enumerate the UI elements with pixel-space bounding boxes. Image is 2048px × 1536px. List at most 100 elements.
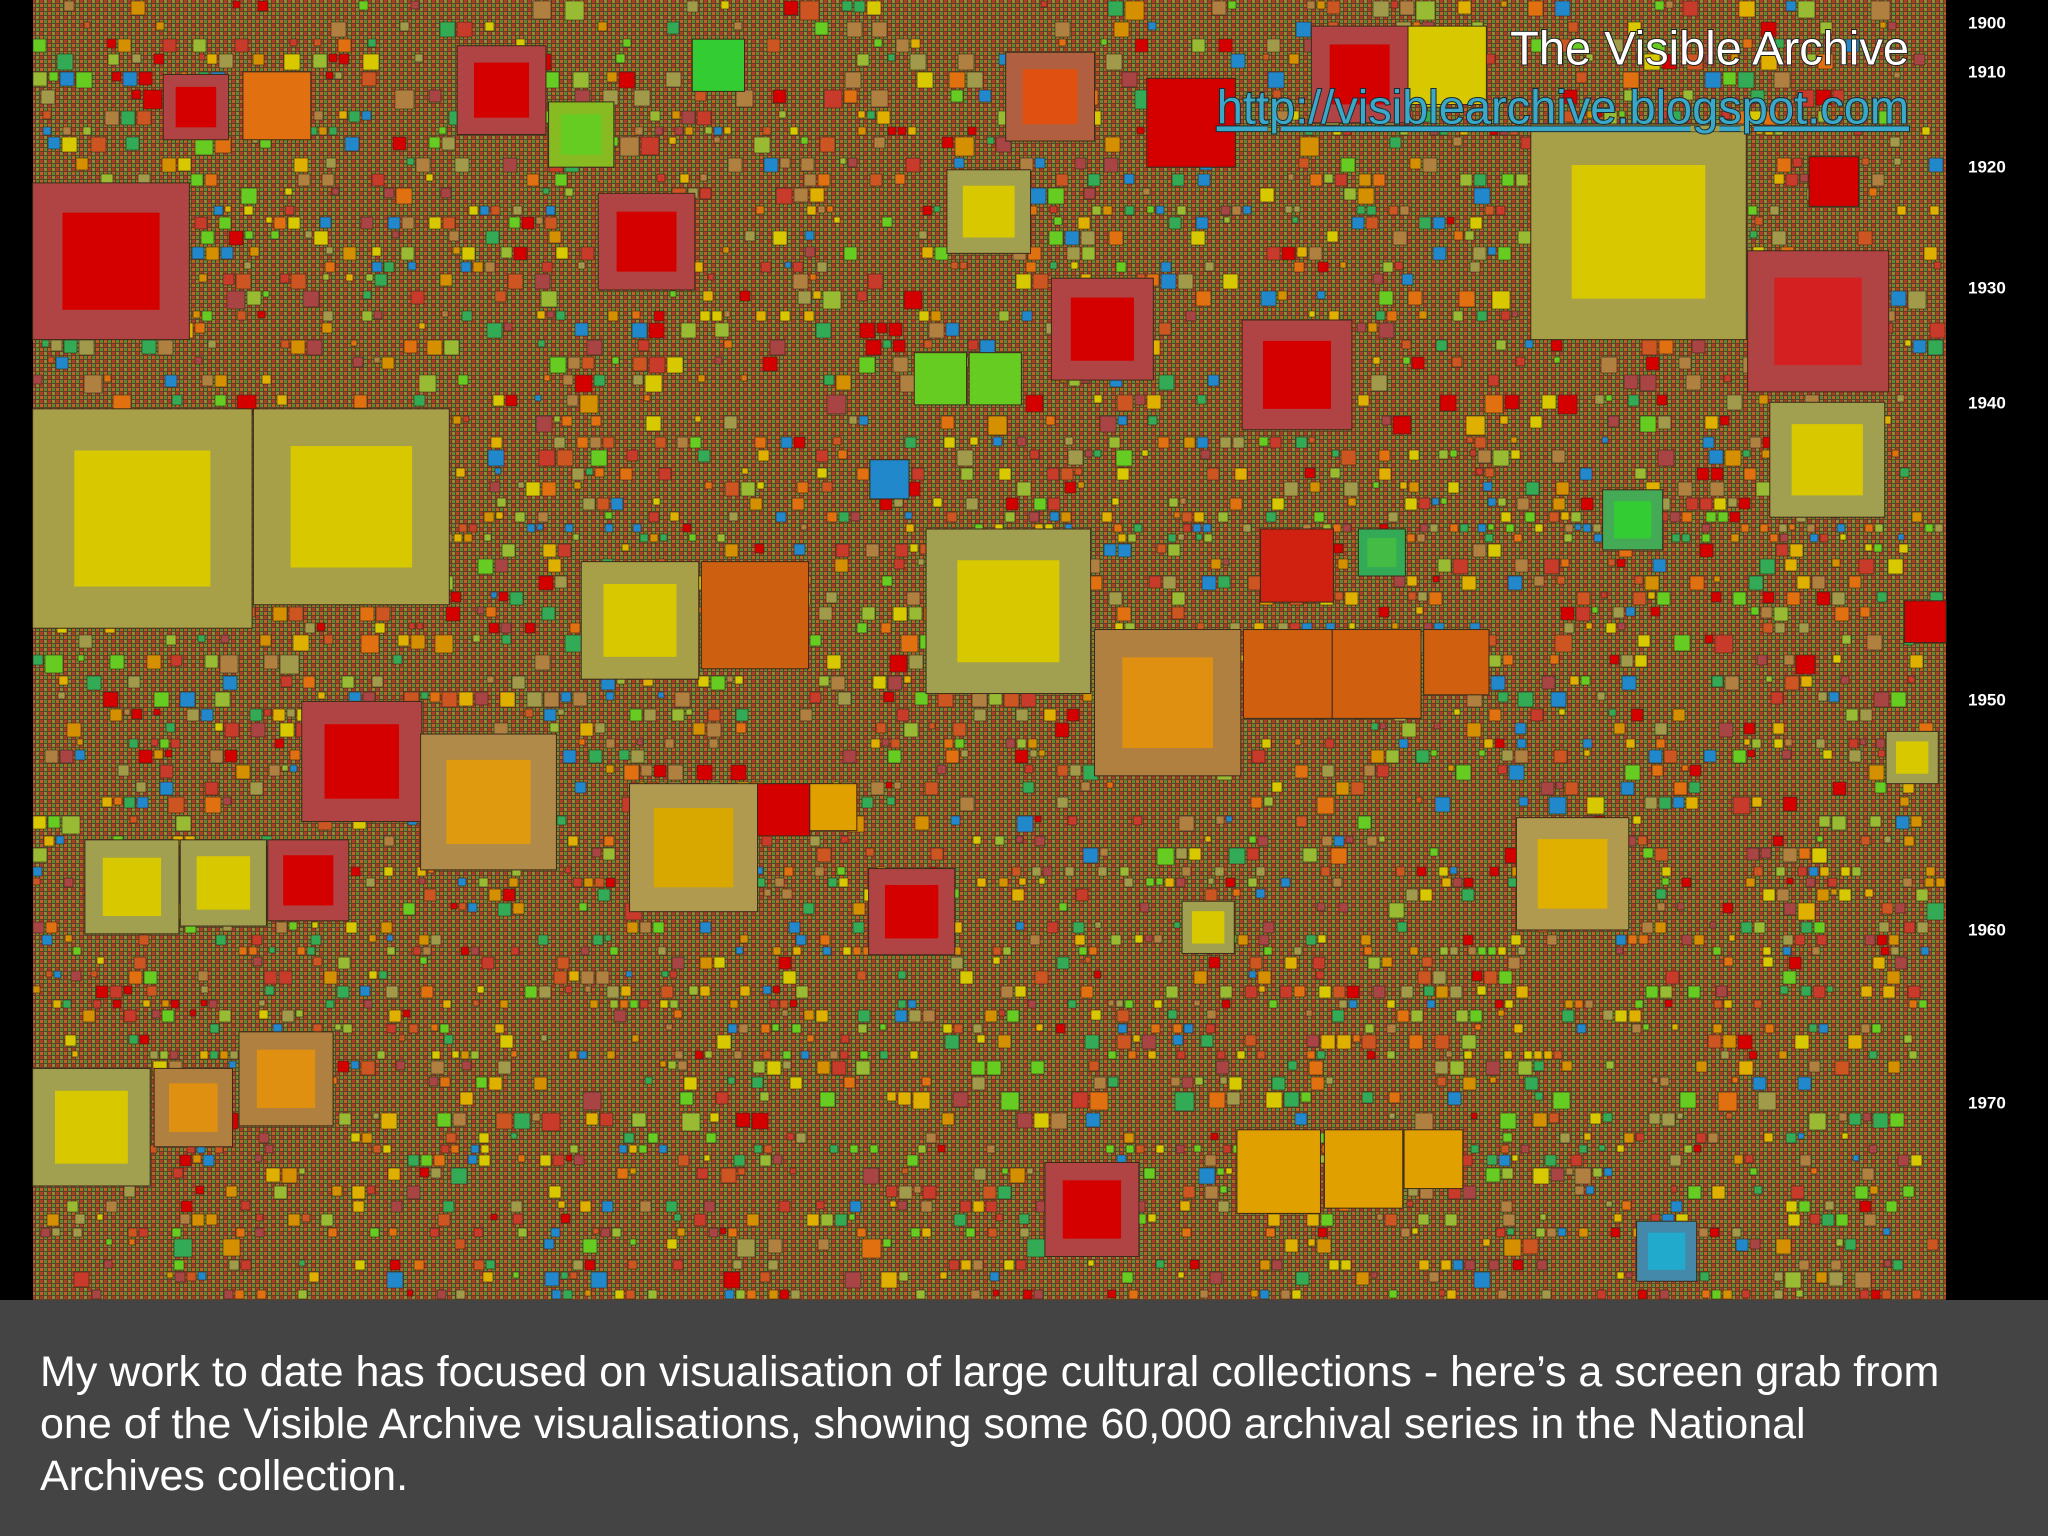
tile (677, 1154, 690, 1167)
tile (1663, 749, 1678, 764)
tile (1176, 205, 1187, 216)
tile (823, 89, 843, 109)
tile (861, 606, 876, 621)
tile (1870, 0, 1891, 21)
tile (1782, 970, 1797, 985)
tile (985, 1200, 998, 1213)
tile (458, 523, 468, 533)
tile (1093, 394, 1103, 404)
tile (564, 985, 573, 994)
tile (214, 374, 228, 388)
tile (1434, 1060, 1449, 1075)
tile (1387, 511, 1399, 523)
tile (914, 815, 930, 831)
tile (1160, 261, 1172, 273)
tile (1316, 0, 1326, 10)
tile (510, 946, 520, 956)
tile (998, 467, 1012, 481)
tile (288, 921, 298, 931)
tile (1334, 173, 1348, 187)
tile (328, 53, 338, 63)
tile (1761, 449, 1771, 459)
tile (268, 946, 276, 954)
tile (970, 1289, 981, 1300)
tile (1714, 634, 1734, 654)
tile (234, 1289, 245, 1300)
tile (565, 1154, 573, 1162)
tile (138, 1227, 149, 1238)
tile (679, 173, 690, 184)
tile (1654, 847, 1669, 862)
tile (1576, 591, 1591, 606)
tile (1167, 533, 1177, 543)
tile (1471, 970, 1483, 982)
tile (472, 634, 481, 643)
tile (553, 970, 568, 985)
tile (1720, 1050, 1730, 1060)
tile (1484, 205, 1495, 216)
tile (1466, 436, 1474, 444)
tile (1494, 999, 1504, 1009)
tile (1455, 1009, 1469, 1023)
tile (856, 970, 867, 981)
tile (1897, 533, 1905, 541)
tile (656, 173, 666, 183)
tile (96, 1213, 104, 1221)
tile (302, 675, 316, 689)
tile (1289, 110, 1300, 121)
tile (1232, 888, 1241, 897)
tile (490, 1213, 498, 1221)
tile (350, 1132, 361, 1143)
tile (1054, 722, 1070, 738)
block (1236, 1129, 1321, 1214)
tile (322, 273, 330, 281)
tile (654, 436, 667, 449)
tile (151, 1009, 161, 1019)
tile (386, 1023, 397, 1034)
tile (1828, 1271, 1844, 1287)
block-inner (102, 857, 162, 917)
tile (1091, 205, 1102, 216)
tile (1631, 1023, 1642, 1034)
tile (954, 136, 975, 157)
tile (1594, 394, 1605, 405)
tile (205, 246, 220, 261)
tile (1805, 877, 1816, 888)
block-inner (196, 856, 251, 910)
viz-url[interactable]: http://visiblearchive.blogspot.com (1216, 79, 1910, 134)
tile (66, 722, 82, 738)
tile (312, 53, 328, 69)
tile (1909, 654, 1924, 669)
tile (1693, 934, 1705, 946)
tile (589, 436, 602, 449)
tile (1155, 1144, 1165, 1154)
tile (325, 999, 335, 1009)
tile (62, 999, 72, 1009)
tile (1399, 481, 1408, 490)
tile (1177, 533, 1185, 541)
tile (1372, 173, 1386, 187)
tile (418, 322, 426, 330)
tile (826, 394, 847, 415)
tile (457, 877, 467, 887)
tile (59, 71, 75, 87)
tile (1107, 1289, 1117, 1299)
tile (1550, 339, 1563, 352)
tile (915, 1289, 926, 1300)
tile (1308, 436, 1316, 444)
tile (916, 71, 934, 89)
tile (1179, 497, 1187, 505)
tile (1770, 691, 1784, 705)
tile (992, 1289, 1000, 1297)
tile (1299, 136, 1320, 157)
tile (610, 497, 624, 511)
tile (1774, 126, 1784, 136)
tile (388, 1009, 402, 1023)
tile (111, 71, 122, 82)
tile (820, 1213, 834, 1227)
tile (1408, 1034, 1424, 1050)
tile (1657, 415, 1672, 430)
tile (535, 415, 553, 433)
tile (800, 157, 815, 172)
tile (1508, 764, 1525, 781)
